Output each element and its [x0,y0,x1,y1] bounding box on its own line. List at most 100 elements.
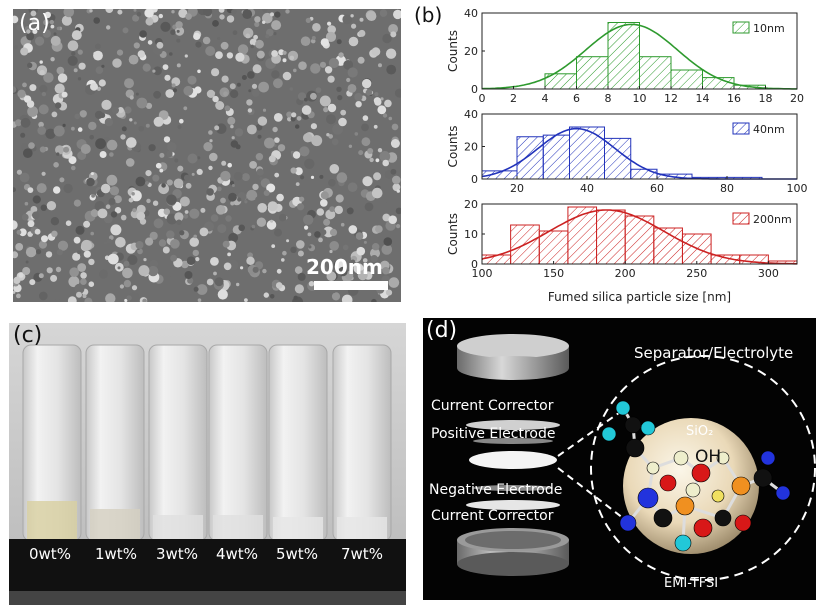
scale-bar [314,281,388,290]
oh-label: OH [695,447,722,467]
atom [615,400,631,416]
sem-grain [395,207,401,215]
sem-grain [25,246,37,258]
sem-grain [338,117,347,127]
sem-grain [93,50,103,61]
sem-grain [220,170,231,182]
y-tick-label: 20 [464,198,478,211]
sem-grain [272,126,278,133]
sem-grain [327,25,337,34]
sem-grain [282,50,287,55]
sem-grain [129,118,133,122]
sem-grain [347,182,358,192]
panel-b-label: (b) [414,3,443,27]
sem-grain [236,282,240,287]
sem-grain [251,83,258,89]
sem-grain [17,89,26,99]
sem-grain [249,38,257,46]
y-tick-label: 10 [464,228,478,241]
sem-grain [196,284,208,295]
sem-grain [81,239,92,251]
sem-grain [22,267,31,275]
sem-grain [385,48,397,59]
sem-grain [319,95,331,107]
vial-contents [273,517,323,539]
sem-grain [356,246,366,256]
x-tick-label: 12 [664,92,678,105]
sem-grain [262,12,273,24]
sem-grain [90,172,94,176]
vial-label-0: 0wt% [29,545,71,563]
sem-grain [375,225,383,233]
sem-grain [297,272,306,281]
molecule [601,400,791,552]
sem-grain [88,258,95,266]
sem-grain [18,272,24,278]
sem-grain [390,31,397,38]
sem-grain [37,126,46,135]
sem-grain [263,190,270,196]
sem-grain [347,84,357,93]
sem-grain [291,91,296,97]
current-corrector-disc-bottom [466,500,560,510]
sem-grain [90,209,99,218]
sem-grain [267,201,278,212]
sem-grain [158,110,169,120]
sem-grain [56,26,61,31]
sem-grain [23,148,33,158]
sem-grain [258,81,269,93]
sem-grain [358,29,366,37]
sem-grain [347,67,358,78]
sem-grain [380,97,384,101]
sem-grain [210,257,219,266]
sem-grain [159,152,165,158]
sem-grain [122,27,129,34]
sem-grain [183,106,188,111]
sem-grain [391,123,399,131]
y-tick-label: 40 [464,108,478,121]
sem-grain [36,183,47,194]
sem-grain [354,132,359,136]
sem-grain [336,86,342,93]
sem-grain [308,281,315,287]
sem-grain [159,168,164,173]
sem-grain [304,158,315,169]
sem-grain [223,91,228,97]
histogram-bar [653,227,683,265]
sem-grain [77,127,83,132]
sem-grain [329,206,335,213]
sem-grain [310,123,317,130]
sem-grain [158,13,163,19]
sem-grain [41,91,47,97]
sem-grain [297,92,307,101]
sem-grain [348,36,359,47]
sem-grain [271,20,282,31]
sem-grain [296,116,302,121]
sem-grain [127,254,138,265]
sem-grain [213,271,217,276]
sem-grain [43,19,49,26]
sem-grain [83,250,91,258]
fit-curve [481,23,797,90]
sem-grain [276,193,284,202]
sem-grain [69,267,79,278]
sem-grain [13,187,16,193]
sem-grain [53,162,59,168]
sem-grain [56,249,63,256]
sem-grain [390,168,397,175]
sem-texture [13,9,401,302]
sem-grain [27,106,38,117]
sem-grain [39,69,45,76]
sem-grain [61,15,72,26]
sem-grain [334,205,343,215]
sem-grain [100,183,111,194]
sem-grain [241,173,250,182]
sem-grain [163,136,171,143]
y-axis-label: Counts [446,126,460,168]
sem-grain [282,58,287,63]
sem-grain [121,126,127,132]
sem-grain [39,60,43,64]
histogram-bar [607,22,640,90]
histogram-bar [702,77,735,90]
x-tick-label: 100 [787,182,808,195]
